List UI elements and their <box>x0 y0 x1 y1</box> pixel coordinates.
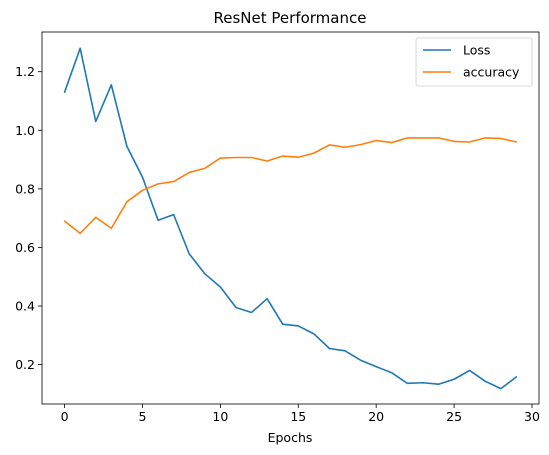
x-ticks: 0 5 10 15 20 25 30 <box>61 404 540 424</box>
x-tick-label: 5 <box>139 409 147 424</box>
y-tick-label: 0.4 <box>15 299 35 314</box>
legend: Loss accuracy <box>415 37 533 87</box>
x-axis-label: Epochs <box>268 430 313 445</box>
y-tick-label: 1.2 <box>15 64 35 79</box>
series-line-accuracy <box>63 137 518 235</box>
series-line-loss <box>63 47 518 390</box>
series-layer <box>63 47 518 390</box>
y-ticks: 0.2 0.4 0.6 0.8 1.0 1.2 <box>15 64 42 372</box>
x-tick-label: 30 <box>524 409 540 424</box>
legend-label-accuracy: accuracy <box>463 65 520 80</box>
y-tick-label: 0.6 <box>15 240 35 255</box>
y-tick-label: 1.0 <box>15 123 35 138</box>
y-tick-label: 0.2 <box>15 357 35 372</box>
x-tick-label: 0 <box>61 409 69 424</box>
x-tick-label: 10 <box>212 409 228 424</box>
y-tick-label: 0.8 <box>15 181 35 196</box>
x-tick-label: 15 <box>290 409 306 424</box>
legend-label-loss: Loss <box>463 43 490 58</box>
chart-title: ResNet Performance <box>214 9 367 27</box>
x-tick-label: 25 <box>446 409 462 424</box>
x-tick-label: 20 <box>368 409 384 424</box>
plot-frame <box>41 31 540 405</box>
